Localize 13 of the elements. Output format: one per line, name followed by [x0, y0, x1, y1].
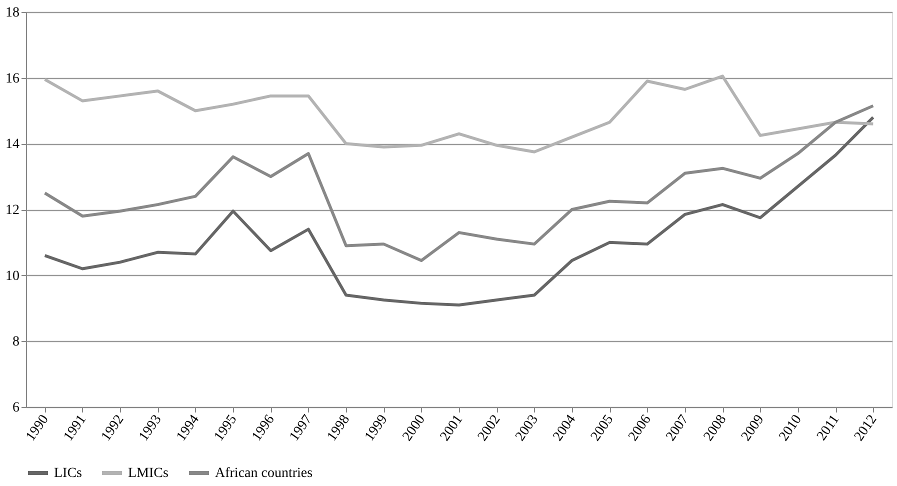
legend-label: LMICs — [128, 466, 168, 481]
legend-label: LICs — [54, 466, 82, 481]
line-series — [43, 74, 875, 154]
line-series — [43, 104, 875, 262]
legend-label: African countries — [215, 466, 313, 481]
y-tick-label: 10 — [6, 268, 20, 284]
y-tick-label: 8 — [12, 334, 20, 350]
y-tick-label: 12 — [6, 203, 20, 218]
y-tick-label: 18 — [6, 6, 20, 20]
y-tick-label: 16 — [6, 71, 20, 86]
y-tick-label: 14 — [6, 137, 20, 152]
line-series — [43, 116, 875, 306]
y-tick-label: 6 — [12, 400, 20, 416]
